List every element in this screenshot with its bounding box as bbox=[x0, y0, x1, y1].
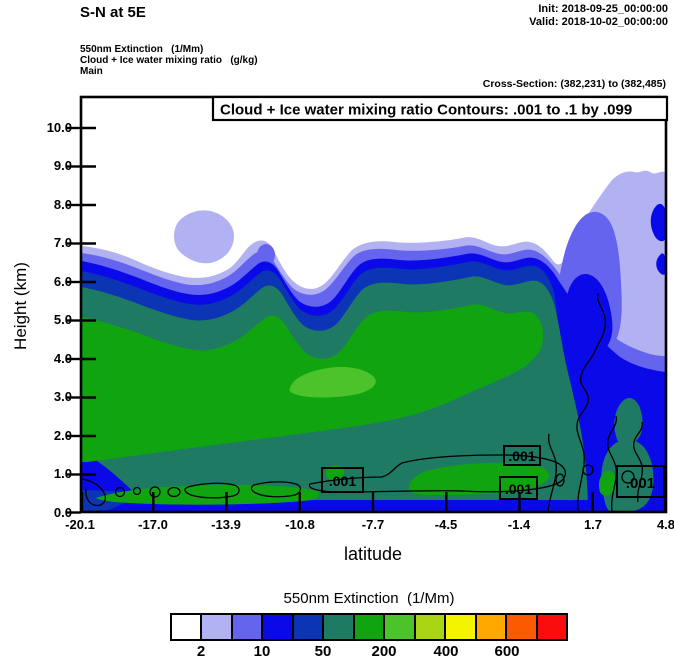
cross-section-plot: Cloud + Ice water mixing ratio Contours:… bbox=[66, 95, 669, 514]
y-tick-0: 0.0 bbox=[53, 505, 72, 520]
fill-green-streak-b bbox=[408, 462, 550, 496]
x-tick-6: -1.4 bbox=[507, 517, 531, 532]
run-times: Init: 2018-09-25_00:00:00 Valid: 2018-10… bbox=[529, 3, 668, 29]
y-tick-3: 3.0 bbox=[53, 389, 72, 404]
colorbar-cell-6 bbox=[322, 613, 355, 641]
y-tick-8: 8.0 bbox=[53, 197, 72, 212]
x-tick-0: -20.1 bbox=[65, 517, 95, 532]
field-line-mixing-ratio: Cloud + Ice water mixing ratio (g/kg) bbox=[80, 55, 258, 66]
y-tick-4: 4.0 bbox=[53, 351, 72, 366]
fill-green-streak-a bbox=[96, 484, 320, 505]
colorbar-cell-5 bbox=[291, 613, 325, 641]
x-tick-1: -17.0 bbox=[138, 517, 168, 532]
y-tick-2: 2.0 bbox=[53, 428, 72, 443]
colorbar-cell-2 bbox=[200, 613, 233, 641]
x-tick-4: -7.7 bbox=[361, 517, 385, 532]
fill-blue-edge-bit-a bbox=[650, 203, 666, 242]
x-tick-3: -10.8 bbox=[285, 517, 315, 532]
colorbar-cell-4 bbox=[261, 613, 294, 641]
x-tick-5: -4.5 bbox=[434, 517, 458, 532]
field-line-extinction: 550nm Extinction (1/Mm) bbox=[80, 44, 204, 55]
colorbar-cell-12 bbox=[505, 613, 538, 641]
cloud-water-contour-lines bbox=[81, 292, 643, 512]
contour-label-2: .001 bbox=[508, 448, 535, 464]
valid-time: Valid: 2018-10-02_00:00:00 bbox=[529, 16, 668, 28]
fill-teal-patch-right-a bbox=[601, 439, 654, 512]
colorbar-cell-7 bbox=[352, 613, 386, 641]
fill-blue-column-blob bbox=[563, 274, 613, 359]
y-tick-7: 7.0 bbox=[53, 235, 72, 250]
colorbar-label-2: 2 bbox=[196, 643, 206, 660]
contour-fill-field bbox=[81, 97, 666, 512]
page-title: S-N at 5E bbox=[80, 4, 146, 21]
x-tick-2: -13.9 bbox=[211, 517, 241, 532]
colorbar-cell-1 bbox=[170, 613, 203, 641]
colorbar-label-600: 600 bbox=[494, 643, 520, 660]
contour-label-4: .001 bbox=[626, 475, 655, 492]
y-axis-title: Height (km) bbox=[11, 262, 30, 350]
x-tick-7: 1.7 bbox=[583, 517, 603, 532]
y-tick-9: 9.0 bbox=[53, 158, 72, 173]
fill-lavender-blob bbox=[174, 210, 234, 264]
colorbar-cell-3 bbox=[230, 613, 264, 641]
y-tick-10: 10.0 bbox=[46, 120, 72, 135]
init-time: Init: 2018-09-25_00:00:00 bbox=[538, 3, 668, 15]
contour-info-box bbox=[211, 95, 669, 122]
fill-midgreen-max bbox=[289, 367, 376, 398]
fill-teal-patch-right-b bbox=[614, 397, 643, 445]
colorbar-cell-9 bbox=[413, 613, 447, 641]
x-axis-title: latitude bbox=[343, 544, 403, 564]
fill-green-speck-b bbox=[598, 470, 616, 496]
contour-label-1: .001 bbox=[329, 473, 356, 489]
fill-violet-circle bbox=[257, 244, 275, 266]
colorbar-label-10: 10 bbox=[253, 643, 271, 660]
y-tick-6: 6.0 bbox=[53, 274, 72, 289]
colorbar-label-50: 50 bbox=[314, 643, 332, 660]
contour-info-text: Cloud + Ice water mixing ratio Contours:… bbox=[220, 102, 632, 119]
contour-label-boxes: .001 .001 .001 .001 bbox=[321, 445, 665, 500]
fill-blue-edge-bit-b bbox=[656, 253, 666, 275]
field-legend: 550nm Extinction (1/Mm) Cloud + Ice wate… bbox=[80, 44, 258, 77]
colorbar bbox=[170, 613, 569, 641]
colorbar-cell-8 bbox=[383, 613, 416, 641]
colorbar-title: 550nm Extinction (1/Mm) bbox=[283, 590, 455, 607]
colorbar-cell-11 bbox=[474, 613, 508, 641]
cross-section-info: Cross-Section: (382,231) to (382,485) bbox=[482, 78, 666, 90]
fill-blue-left-wedge bbox=[82, 452, 144, 502]
fill-green-speck-a bbox=[325, 465, 345, 480]
y-tick-5: 5.0 bbox=[53, 312, 72, 327]
colorbar-cell-13 bbox=[535, 613, 569, 641]
colorbar-label-400: 400 bbox=[433, 643, 459, 660]
x-tick-8: 4.8 bbox=[656, 517, 674, 532]
colorbar-cell-10 bbox=[444, 613, 477, 641]
colorbar-label-200: 200 bbox=[371, 643, 397, 660]
y-tick-1: 1.0 bbox=[53, 466, 72, 481]
outer-left-ticks bbox=[66, 126, 81, 514]
field-line-domain: Main bbox=[80, 66, 103, 77]
contour-label-3: .001 bbox=[505, 481, 532, 497]
